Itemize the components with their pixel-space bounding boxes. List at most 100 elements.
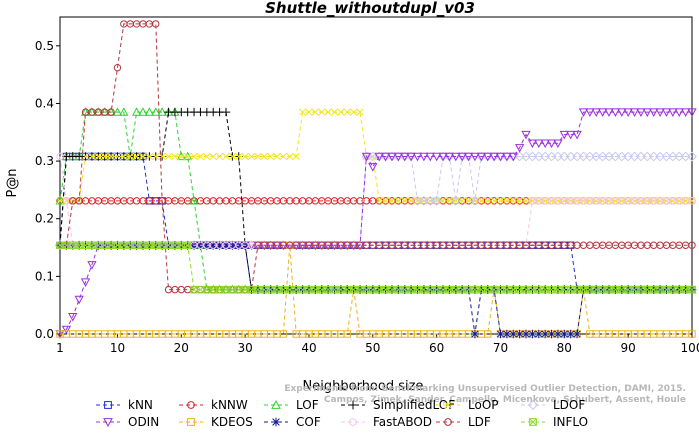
series-marker <box>425 195 436 206</box>
series-marker <box>477 197 485 205</box>
y-tick-label: 0.3 <box>35 154 54 168</box>
series-marker <box>299 108 307 116</box>
series-marker <box>688 197 696 205</box>
series-marker <box>133 152 141 161</box>
series-marker <box>451 152 461 162</box>
legend-label: FastABOD <box>373 415 432 429</box>
series-marker <box>425 152 435 162</box>
series-marker <box>674 151 685 162</box>
legend-item-odin: ODIN <box>96 415 159 429</box>
series-layer <box>55 20 697 339</box>
series-marker <box>470 329 480 339</box>
series-marker <box>490 197 498 205</box>
legend-label: kNN <box>128 398 153 412</box>
legend-item-ldof: LDOF <box>521 398 585 412</box>
legend-item-cof: COF <box>264 415 321 429</box>
series-marker <box>438 152 448 162</box>
legend-item-kdeos: KDEOS <box>179 415 253 429</box>
series-marker <box>572 130 582 140</box>
series-marker <box>649 108 659 117</box>
series-marker <box>74 295 84 305</box>
series-marker <box>514 144 525 153</box>
series-marker <box>75 197 83 205</box>
watermark: Experiments from: Benchmarking Unsupervi… <box>284 384 686 405</box>
series-marker <box>534 329 543 339</box>
series-marker <box>547 329 556 339</box>
series-marker <box>617 108 627 117</box>
series-marker <box>158 197 166 205</box>
series-marker <box>406 152 416 162</box>
series-marker <box>585 108 595 117</box>
series-marker <box>522 197 530 205</box>
series-marker <box>565 151 576 162</box>
series-marker <box>559 151 570 162</box>
x-tick-label: 80 <box>557 341 572 355</box>
legend-label: KDEOS <box>211 415 253 429</box>
series-marker <box>311 108 319 116</box>
series-marker <box>514 151 525 162</box>
series-marker <box>489 152 499 162</box>
series-marker <box>604 108 614 117</box>
legend-item-inflo: INFLO <box>521 415 588 429</box>
y-tick-label: 0.5 <box>35 39 54 53</box>
series-marker <box>680 151 691 162</box>
series-marker <box>529 418 537 426</box>
series-marker <box>680 108 691 117</box>
x-tick-label: 10 <box>110 341 125 355</box>
series-marker <box>566 130 576 140</box>
series-marker <box>559 130 569 140</box>
series-marker <box>688 285 696 294</box>
series-marker <box>578 108 589 117</box>
x-axis-label: Neighborhood size <box>303 379 424 394</box>
series-marker <box>527 151 538 162</box>
series-marker <box>623 108 633 117</box>
series-marker <box>412 152 423 162</box>
series-marker <box>540 139 550 149</box>
series-marker <box>222 152 230 161</box>
series-marker <box>273 152 281 161</box>
series-marker <box>546 151 557 162</box>
series-ldf <box>56 20 696 294</box>
series-marker <box>661 108 672 117</box>
series-marker <box>271 417 281 427</box>
series-marker <box>343 330 351 338</box>
y-axis-label: P@n <box>5 168 20 197</box>
series-marker <box>540 151 551 162</box>
series-marker <box>668 108 678 117</box>
legend-item-fastabod: FastABOD <box>341 415 432 429</box>
legend-item-knnw: kNNW <box>179 398 248 412</box>
series-marker <box>527 399 539 411</box>
legend-label: SimplifiedLOF <box>373 398 455 412</box>
series-marker <box>177 152 185 161</box>
series-marker <box>445 197 453 205</box>
series-marker <box>534 139 544 149</box>
x-tick-label: 1 <box>56 341 64 355</box>
series-marker <box>318 108 326 116</box>
series-marker <box>203 152 211 161</box>
legend-label: INFLO <box>553 415 588 429</box>
legend-item-knn: kNN <box>96 398 153 412</box>
series-marker <box>101 152 109 161</box>
series-marker <box>508 152 518 162</box>
series-marker <box>183 241 192 249</box>
series-marker <box>431 195 442 206</box>
legend-label: LDOF <box>553 398 585 412</box>
series-marker <box>509 197 517 205</box>
y-tick-label: 0.2 <box>35 212 54 226</box>
series-marker <box>247 152 256 161</box>
series-marker <box>528 329 537 339</box>
series-marker <box>553 329 563 339</box>
series-marker <box>540 329 550 339</box>
series-marker <box>444 418 452 426</box>
series-marker <box>267 152 275 161</box>
series-marker <box>113 152 122 161</box>
series-marker <box>616 151 627 162</box>
series-marker <box>597 151 608 162</box>
series-marker <box>610 151 621 162</box>
series-marker <box>484 197 492 205</box>
series-marker <box>107 108 115 116</box>
axis-ticks: 0.0 0.1 0.2 0.3 0.4 0.5 1 10 20 30 40 50 60 70 80 90 100 <box>35 39 699 355</box>
series-marker <box>394 197 402 205</box>
series-marker <box>629 108 640 117</box>
series-marker <box>361 152 372 162</box>
